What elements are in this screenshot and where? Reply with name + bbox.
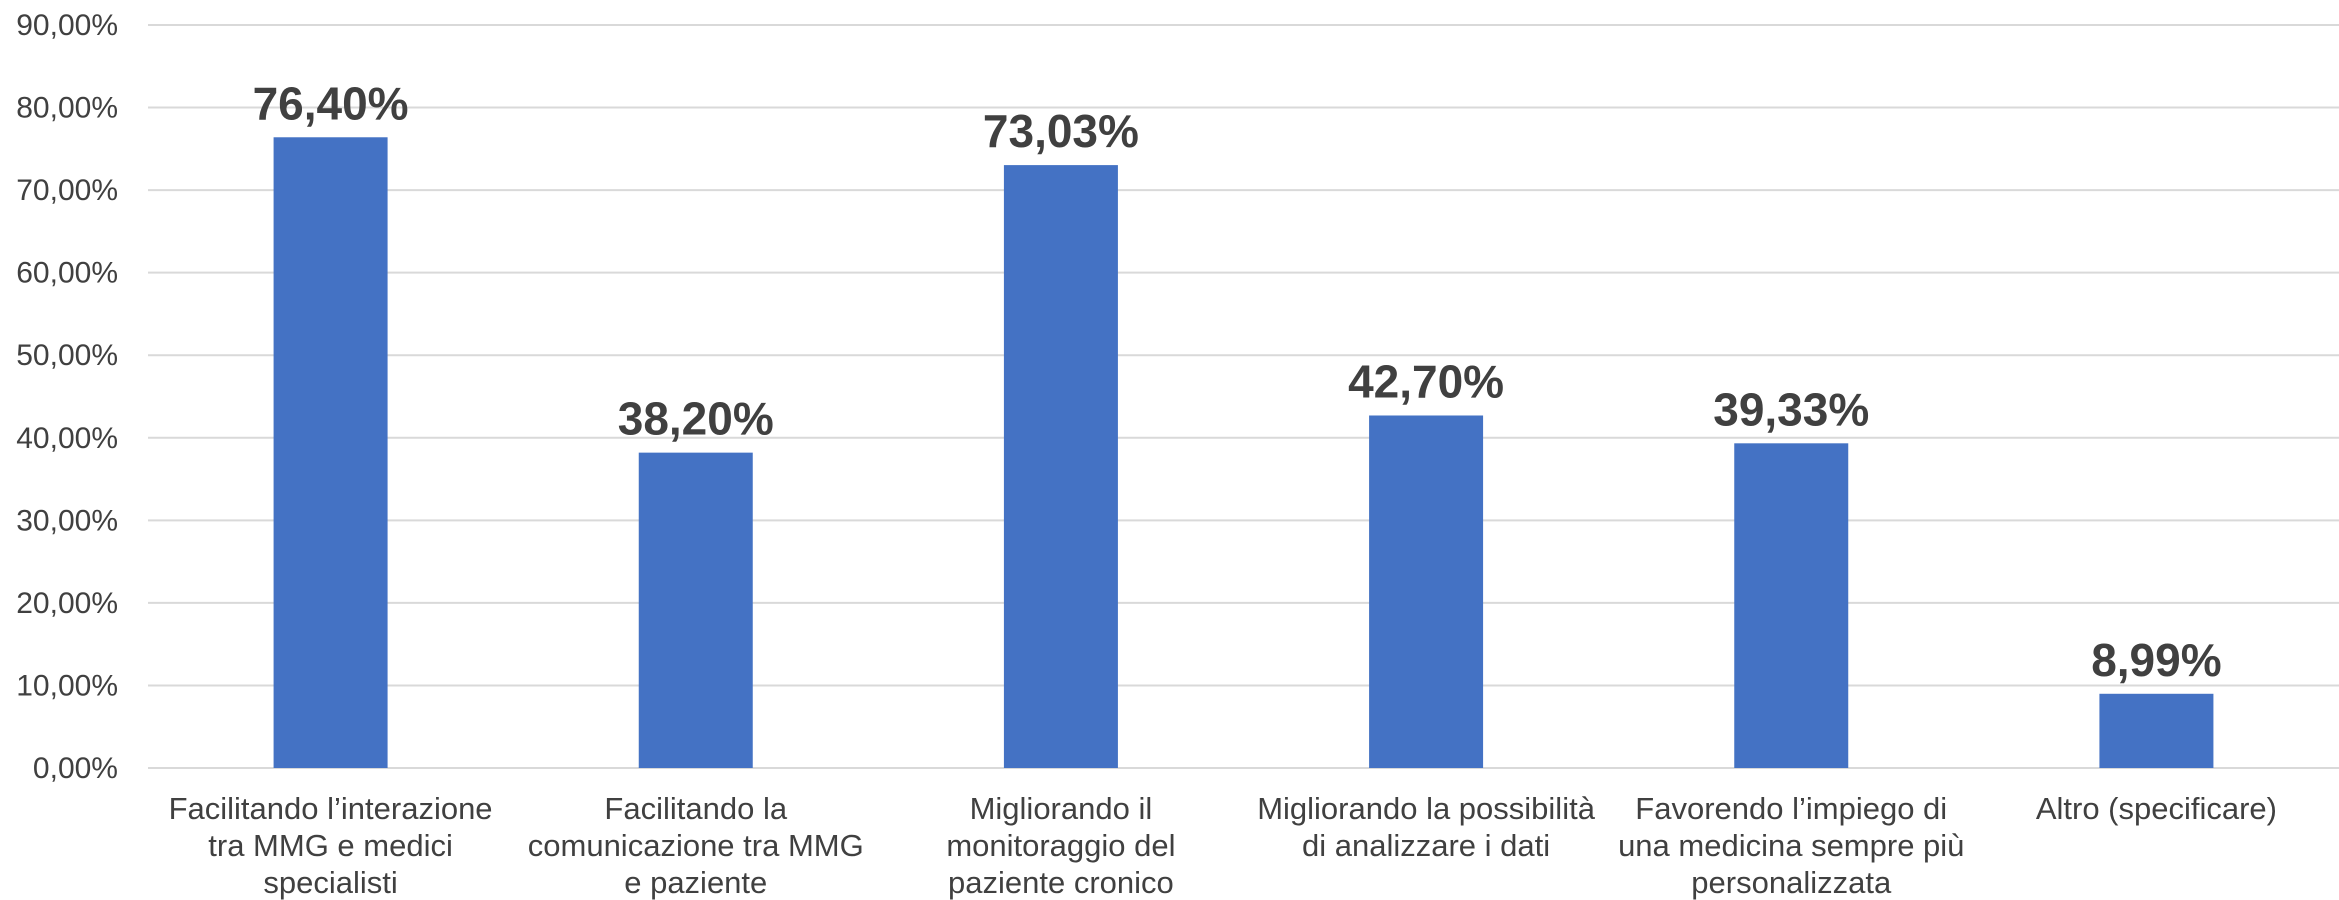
y-tick-label: 20,00%: [16, 587, 118, 620]
data-labels: 76,40% 38,20% 73,03% 42,70% 39,33% 8,99%: [253, 77, 2222, 686]
category-label-line: paziente cronico: [948, 865, 1174, 900]
category-labels: Facilitando l’interazione tra MMG e medic…: [169, 791, 2277, 900]
y-tick-label: 70,00%: [16, 174, 118, 207]
category-label: Facilitando la comunicazione tra MMG e paz…: [528, 791, 864, 900]
category-label-line: di analizzare i dati: [1302, 828, 1550, 863]
category-label-line: e paziente: [624, 865, 767, 900]
bars: [273, 137, 2214, 768]
y-tick-label: 40,00%: [16, 422, 118, 455]
y-axis-ticks: 0,00% 10,00% 20,00% 30,00% 40,00% 50,00% 60,00…: [16, 9, 118, 785]
category-label: Altro (specificare): [2036, 791, 2277, 826]
gridlines: [148, 24, 2339, 769]
category-label-line: una medicina sempre più: [1618, 828, 1964, 863]
y-tick-label: 60,00%: [16, 257, 118, 290]
category-label: Favorendo l’impiego di una medicina sempr…: [1618, 791, 1964, 900]
data-label: 42,70%: [1348, 355, 1504, 407]
data-label: 38,20%: [618, 393, 774, 445]
bar: [2099, 693, 2214, 768]
category-label-line: tra MMG e medici: [208, 828, 453, 863]
data-label: 73,03%: [983, 105, 1139, 157]
category-label-line: Favorendo l’impiego di: [1635, 791, 1947, 826]
category-label-line: specialisti: [263, 865, 397, 900]
category-label-line: Migliorando la possibilità: [1257, 791, 1595, 826]
y-tick-label: 10,00%: [16, 669, 118, 702]
category-label: Migliorando il monitoraggio del paziente c…: [946, 791, 1175, 900]
y-tick-label: 50,00%: [16, 339, 118, 372]
category-label-line: Migliorando il: [970, 791, 1153, 826]
y-tick-label: 0,00%: [33, 752, 118, 785]
bar: [1734, 443, 1849, 768]
bar: [638, 452, 753, 768]
bar: [273, 137, 388, 768]
y-tick-label: 80,00%: [16, 92, 118, 125]
y-tick-label: 90,00%: [16, 9, 118, 42]
y-tick-label: 30,00%: [16, 504, 118, 537]
category-label-line: personalizzata: [1691, 865, 1892, 900]
data-label: 8,99%: [2091, 634, 2221, 686]
category-label-line: monitoraggio del: [946, 828, 1175, 863]
data-label: 76,40%: [253, 77, 409, 129]
category-label-line: Altro (specificare): [2036, 791, 2277, 826]
category-label-line: Facilitando l’interazione: [169, 791, 493, 826]
category-label-line: comunicazione tra MMG: [528, 828, 864, 863]
bar: [1369, 415, 1484, 768]
category-label-line: Facilitando la: [604, 791, 787, 826]
category-label: Migliorando la possibilità di analizzare …: [1257, 791, 1595, 863]
data-label: 39,33%: [1713, 383, 1869, 435]
bar: [1003, 165, 1118, 768]
category-label: Facilitando l’interazione tra MMG e medic…: [169, 791, 493, 900]
